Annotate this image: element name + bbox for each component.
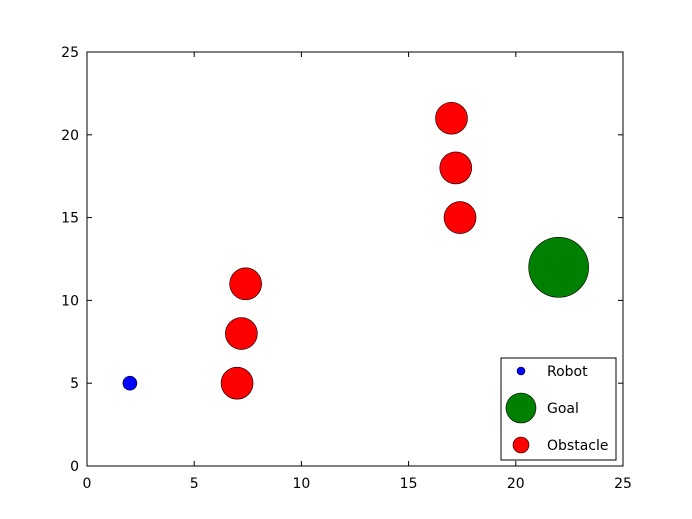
obstacle-point-3	[435, 101, 468, 135]
obstacle-point-0	[220, 366, 254, 400]
y-tick-label: 10	[61, 293, 79, 309]
x-tick-label: 15	[400, 476, 418, 492]
legend-marker-obstacle	[512, 436, 530, 454]
y-tick-label: 20	[61, 128, 79, 144]
legend-label-robot: Robot	[547, 364, 588, 380]
legend-marker-robot	[516, 366, 526, 376]
obstacle-point-1	[225, 317, 258, 350]
goal-point-0	[528, 236, 589, 298]
axes-frame	[86, 51, 624, 467]
legend: Robot Goal Obstacle	[500, 357, 617, 461]
plot-area	[122, 101, 589, 400]
x-tick-label: 25	[614, 476, 632, 492]
axes: 0 5 10 15 20 25 0 5 10 15 20 25	[61, 45, 632, 492]
y-tick-label: 15	[61, 211, 79, 227]
x-tick-label: 0	[83, 476, 92, 492]
x-tick-label: 10	[292, 476, 310, 492]
legend-label-goal: Goal	[547, 401, 579, 417]
y-tick-label: 5	[70, 376, 79, 392]
y-tick-label: 25	[61, 45, 79, 61]
legend-marker-goal	[505, 392, 537, 424]
obstacle-point-2	[229, 267, 262, 301]
x-tick-label: 20	[507, 476, 525, 492]
x-tick-label: 5	[190, 476, 199, 492]
legend-label-obstacle: Obstacle	[547, 438, 608, 454]
obstacle-point-5	[443, 201, 477, 234]
obstacle-point-4	[439, 151, 473, 185]
y-tick-label: 0	[70, 459, 79, 475]
robot-point-0	[122, 375, 138, 391]
